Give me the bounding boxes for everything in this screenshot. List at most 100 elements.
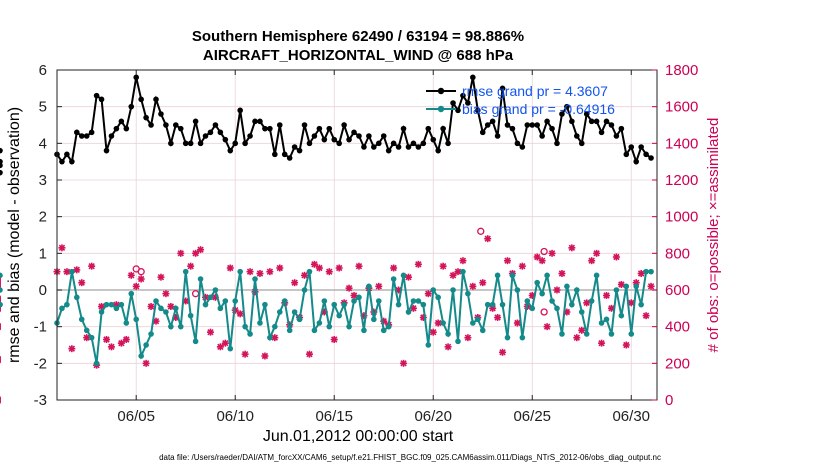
bias-point [549,298,555,304]
asterisk-stroke [276,264,283,272]
rmse-point [118,118,125,125]
bias-point [74,294,80,301]
bias-point [78,316,85,323]
obs-assimilated-point [330,336,338,343]
rmse-point [400,125,407,132]
rmse-point [346,136,352,143]
rmse-point [0,147,3,154]
rmse-point [569,118,575,125]
obs-assimilated-point [494,314,502,321]
bias-point [380,327,387,334]
rmse-point [578,140,585,147]
obs-assimilated-point [400,359,408,367]
bias-point [569,301,575,308]
bias-point [113,305,120,312]
bias-point [173,305,179,312]
y-tick-label-right: 800 [665,245,690,262]
y-ticks: -3 -2 -1 0 1 2 3 4 5 6 [34,62,62,409]
rmse-point [93,92,100,99]
rmse-point [638,144,644,150]
bias-point [83,327,90,334]
asterisk-stroke [514,319,521,327]
rmse-point [182,140,189,147]
bias-point [267,334,273,341]
bias-point [202,301,209,308]
obs-assimilated-point [503,257,511,265]
bias-point [608,331,615,337]
y-tick-label-right: 0 [665,392,673,409]
y-tick-label-right: 600 [665,282,690,299]
bias-point [574,287,580,293]
y-tick-label-right: 1200 [665,172,698,189]
obs-assimilated-point [647,282,655,290]
asterisk-stroke [227,264,234,272]
asterisk-stroke [311,261,318,268]
obs-assimilated-point [261,352,269,360]
rmse-point [163,122,169,128]
bias-point [237,268,243,275]
obs-assimilated-point [236,310,244,318]
obs-assimilated-point [543,323,551,331]
asterisk-stroke [430,328,437,336]
obs-assimilated-point [310,260,318,268]
x-tick-label: 06/10 [216,408,254,425]
bias-point [425,342,432,348]
obs-assimilated-point [533,253,541,261]
rmse-point [158,111,164,117]
y-tick-label: -1 [34,319,47,336]
bias-point [0,287,3,293]
bias-point [148,331,154,337]
bias-point [316,320,323,326]
obs-assimilated-point [588,257,596,265]
rmse-point [74,129,80,136]
bias-point [474,316,481,323]
rmse-point [64,151,70,158]
asterisk-stroke [400,360,407,367]
rmse-point [450,100,456,106]
rmse-point [202,133,209,139]
rmse-point [375,140,382,147]
obs-assimilated-point [355,262,363,270]
asterisk-stroke [331,336,338,343]
rmse-point [296,147,303,154]
obs-assimilated-point [350,292,358,299]
obs-assimilated-point [122,336,130,343]
bias-point [465,290,471,297]
bias-point [450,287,456,293]
footer-datafile: data file: /Users/raeder/DAI/ATM_forcXX/… [159,453,661,462]
obs-assimilated-point [241,350,249,358]
rmse-point [559,111,565,117]
rmse-point [148,122,154,128]
asterisk-stroke [58,244,66,252]
obs-assimilated-point [414,260,422,268]
obs-assimilated-point [548,249,556,257]
asterisk-stroke [375,283,382,290]
bias-point [361,327,367,334]
obs-assimilated-point [103,336,111,343]
asterisk-stroke [548,250,556,257]
bias-point [519,334,526,341]
asterisk-stroke [137,275,145,283]
rmse-point [187,140,194,147]
asterisk-stroke [68,345,76,352]
bias-point [351,298,357,304]
asterisk-stroke [316,264,323,272]
obs-assimilated-point [513,319,521,327]
bias-point [306,268,313,275]
rmse-point [133,74,140,81]
rmse-point [390,140,397,147]
obs-assimilated-point [499,348,507,356]
obs-assimilated-point [603,292,611,299]
asterisk-stroke [519,262,526,270]
obs-assimilated-point [187,262,195,270]
obs-assimilated-point [216,343,224,351]
obs-assimilated-point [276,264,284,272]
plot-frame [56,69,658,401]
asterisk-stroke [207,328,214,336]
rmse-point [470,74,476,81]
asterisk-stroke [434,319,442,327]
asterisk-stroke [157,273,165,281]
asterisk-stroke [217,343,224,351]
obs-assimilated-point [637,270,645,277]
